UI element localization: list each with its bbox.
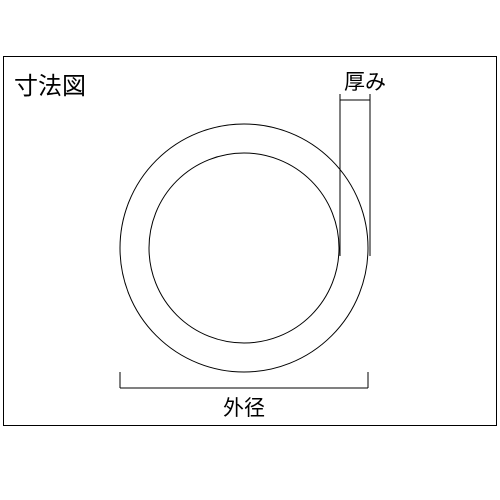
diagram-container: 寸法図 厚み 外径 <box>0 0 500 500</box>
diameter-label: 外径 <box>223 392 265 422</box>
ring-diagram <box>0 0 500 500</box>
